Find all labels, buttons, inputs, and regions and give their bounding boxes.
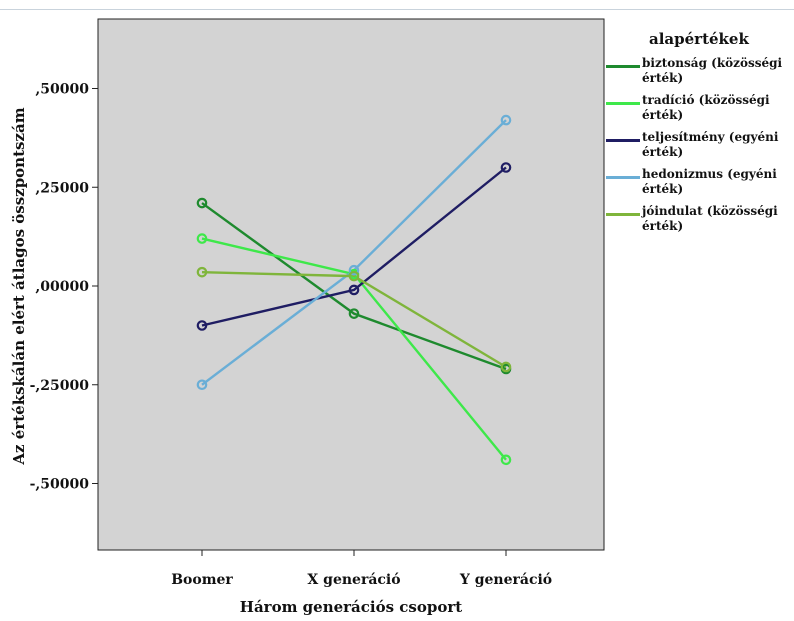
legend-item: jóindulat (közösségi érték) bbox=[606, 204, 792, 241]
legend-item: tradíció (közösségi érték) bbox=[606, 93, 792, 130]
legend-swatch bbox=[606, 139, 640, 142]
plot-area bbox=[97, 18, 605, 551]
y-tick-label: ,00000 bbox=[35, 279, 89, 295]
y-axis: ,50000 ,25000 ,00000 -,25000 -,50000 bbox=[30, 82, 98, 493]
x-tick-label: X generáció bbox=[307, 572, 400, 588]
data-point bbox=[348, 284, 360, 296]
top-divider bbox=[0, 9, 794, 10]
legend-item: hedonizmus (egyéni érték) bbox=[606, 167, 792, 204]
legend-label: biztonság (közösségi érték) bbox=[642, 56, 783, 85]
y-axis-title: Az értékskálán elért átlagos összpontszá… bbox=[10, 107, 28, 465]
legend: alapértékek biztonság (közösségi érték) t… bbox=[606, 30, 792, 241]
legend-swatch bbox=[606, 65, 640, 68]
y-tick-label: -,25000 bbox=[30, 378, 90, 394]
legend-title: alapértékek bbox=[649, 30, 749, 48]
data-point bbox=[196, 266, 208, 278]
x-tick-label: Y generáció bbox=[459, 572, 552, 588]
series-line bbox=[201, 202, 507, 371]
x-axis: Boomer X generáció Y generáció bbox=[171, 550, 552, 588]
data-point bbox=[500, 162, 512, 173]
legend-swatch bbox=[606, 213, 640, 216]
x-tick-label: Boomer bbox=[171, 572, 233, 588]
legend-item: biztonság (közösségi érték) bbox=[606, 56, 792, 93]
y-tick-label: -,50000 bbox=[30, 477, 90, 493]
legend-label: teljesítmény (egyéni érték) bbox=[642, 130, 779, 159]
series-points bbox=[196, 114, 512, 466]
data-point bbox=[196, 320, 208, 331]
legend-label: jóindulat (közösségi érték) bbox=[642, 204, 778, 233]
data-point bbox=[196, 233, 208, 244]
data-point bbox=[348, 308, 360, 319]
legend-label: hedonizmus (egyéni érték) bbox=[642, 167, 777, 196]
series-line bbox=[201, 166, 507, 327]
data-point bbox=[500, 114, 512, 126]
data-point bbox=[500, 361, 512, 373]
data-point bbox=[196, 197, 208, 209]
series-line bbox=[201, 270, 507, 369]
legend-label: tradíció (közösségi érték) bbox=[642, 93, 770, 122]
legend-swatch bbox=[606, 102, 640, 105]
data-point bbox=[500, 454, 512, 466]
legend-item: teljesítmény (egyéni érték) bbox=[606, 130, 792, 167]
data-point bbox=[348, 270, 360, 282]
x-axis-title: Három generációs csoport bbox=[240, 598, 462, 616]
y-tick-label: ,50000 bbox=[35, 82, 89, 98]
legend-swatch bbox=[606, 176, 640, 179]
data-point bbox=[348, 264, 360, 276]
data-point bbox=[196, 379, 208, 391]
y-tick-label: ,25000 bbox=[35, 180, 89, 196]
